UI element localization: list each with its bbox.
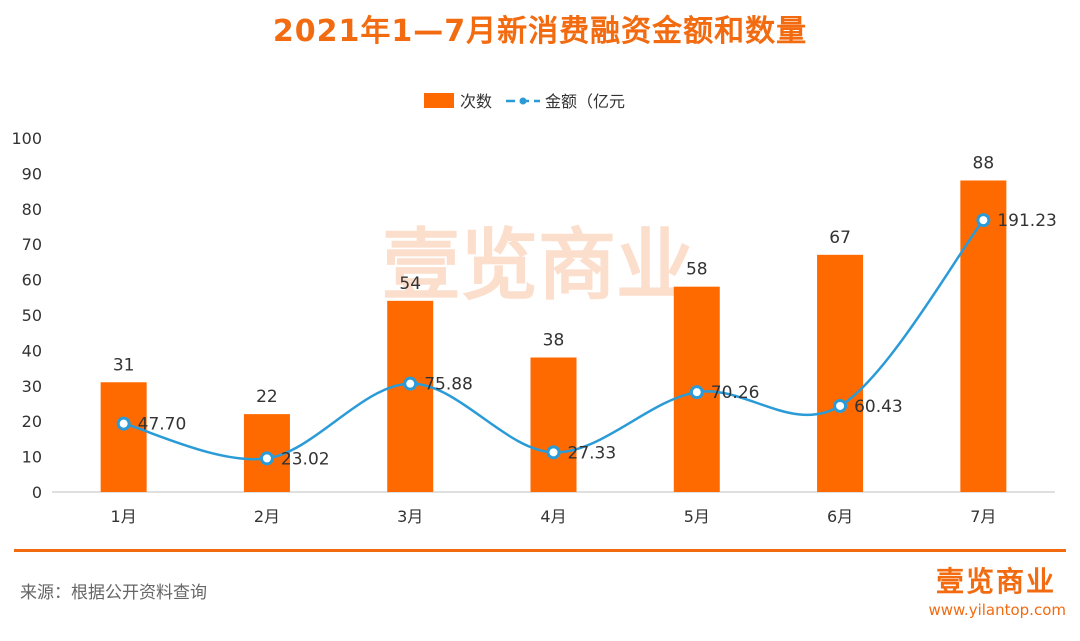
x-tick-label: 5月	[684, 507, 710, 526]
x-axis: 1月 2月 3月 4月 5月 6月 7月	[52, 491, 1055, 526]
watermark: 壹览商业	[382, 221, 694, 311]
bar-value-label: 31	[113, 355, 135, 375]
x-tick-label: 1月	[111, 507, 137, 526]
chart-title: 2021年1—7月新消费融资金额和数量	[272, 14, 808, 49]
y-tick-label: 20	[22, 412, 42, 431]
line-point	[546, 445, 561, 460]
line-series: 47.70 23.02 75.88 27.33 70.26 60.43 191.23	[116, 211, 1057, 469]
y-tick-label: 80	[22, 200, 42, 219]
line-point	[403, 376, 418, 391]
bar-value-label: 67	[829, 228, 851, 248]
line-value-label: 27.33	[568, 443, 617, 463]
legend-bar-swatch	[424, 93, 454, 108]
x-tick-label: 6月	[827, 507, 853, 526]
watermark-text: 壹览商业	[382, 221, 694, 311]
x-tick-label: 3月	[397, 507, 423, 526]
legend-line-marker	[519, 97, 527, 105]
bar-value-label: 58	[686, 260, 708, 280]
bar-value-label: 88	[973, 153, 995, 173]
brand-logo: 壹览商业	[935, 565, 1056, 598]
footer-divider	[14, 549, 1066, 552]
y-tick-label: 90	[22, 164, 42, 183]
y-tick-label: 70	[22, 235, 42, 254]
y-tick-label: 10	[22, 448, 42, 467]
chart: 壹览商业 次数 金额（亿元 0 10 20 30 40 50 60 70 80 90 100 1月 2月…	[11, 92, 1057, 526]
bar-series: 31 22 54 38 58 67 88	[100, 153, 1007, 493]
line-point	[976, 213, 991, 228]
line-point	[116, 416, 131, 431]
line-value-label: 191.23	[997, 211, 1056, 231]
bar-value-label: 22	[256, 387, 278, 407]
line-value-label: 23.02	[281, 449, 330, 469]
line-point	[833, 398, 848, 413]
bar	[530, 357, 577, 492]
line-point	[259, 451, 274, 466]
brand-url[interactable]: www.yilantop.com	[928, 601, 1067, 619]
x-tick-label: 2月	[254, 507, 280, 526]
x-tick-label: 7月	[970, 507, 996, 526]
legend-bar-label: 次数	[460, 92, 492, 111]
bar-value-label: 54	[399, 274, 421, 294]
line-value-label: 70.26	[711, 383, 760, 403]
bar	[100, 382, 147, 492]
x-tick-label: 4月	[540, 507, 566, 526]
line-point	[689, 385, 704, 400]
line-value-label: 75.88	[424, 375, 473, 395]
bar	[817, 254, 864, 492]
legend-line-label: 金额（亿元	[545, 92, 625, 111]
y-tick-label: 100	[11, 129, 42, 148]
y-tick-label: 50	[22, 306, 42, 325]
y-axis: 0 10 20 30 40 50 60 70 80 90 100	[11, 129, 42, 502]
y-tick-label: 60	[22, 271, 42, 290]
legend: 次数 金额（亿元	[424, 92, 625, 111]
bar	[960, 180, 1007, 493]
y-tick-label: 40	[22, 341, 42, 360]
y-tick-label: 30	[22, 377, 42, 396]
line-value-label: 60.43	[854, 397, 903, 417]
bar-value-label: 38	[543, 330, 565, 350]
y-tick-label: 0	[32, 483, 42, 502]
bar	[387, 300, 434, 492]
source-note: 来源：根据公开资料查询	[20, 583, 207, 603]
line-value-label: 47.70	[138, 415, 187, 435]
